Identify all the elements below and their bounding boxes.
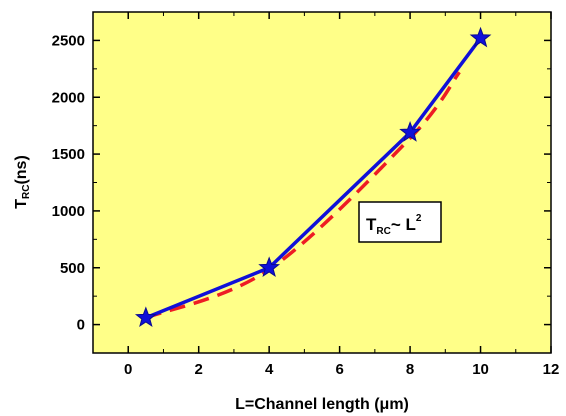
svg-text:TRC~ L2: TRC~ L2 [366, 213, 422, 237]
y-axis-label-rest: (ns) [13, 155, 30, 184]
annotation-rest: ~ L [391, 215, 416, 234]
y-axis-label: TRC(ns) [13, 155, 32, 209]
x-tick-label: 0 [124, 361, 132, 378]
annotation-main: T [366, 215, 377, 234]
x-tick-label: 8 [406, 361, 414, 378]
star-marker [469, 26, 492, 48]
annotation-sub: RC [376, 226, 390, 237]
x-tick-label: 2 [195, 361, 203, 378]
plot-area [93, 12, 551, 353]
y-tick-label: 1500 [52, 146, 85, 163]
star-marker [134, 306, 157, 328]
star-marker [258, 256, 281, 277]
y-tick-label: 1000 [52, 203, 85, 220]
y-tick-label: 2000 [52, 89, 85, 106]
x-tick-label: 10 [472, 361, 489, 378]
annotation-sup: 2 [416, 213, 422, 224]
y-tick-label: 500 [60, 260, 85, 277]
x-axis-label: L=Channel length (μm) [235, 396, 409, 413]
x-tick-label: 6 [335, 361, 343, 378]
y-axis-label-main: T [13, 199, 30, 209]
y-tick-label: 2500 [52, 32, 85, 49]
y-tick-label: 0 [77, 317, 85, 334]
annotation-box [358, 201, 442, 243]
x-tick-label: 4 [265, 361, 274, 378]
formula-annotation: TRC~ L2 [358, 201, 442, 243]
x-tick-label: 12 [543, 361, 560, 378]
y-axis-label-sub: RC [21, 185, 32, 199]
data-line [145, 37, 482, 320]
plot-frame [92, 11, 552, 354]
star-marker [399, 121, 421, 142]
fit-curve-dashed [145, 71, 461, 320]
